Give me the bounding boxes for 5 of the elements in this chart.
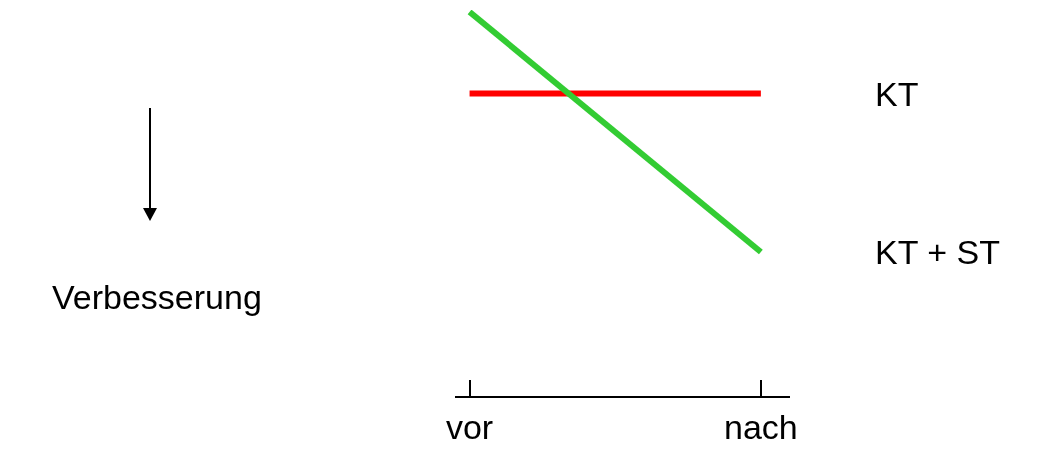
x-tick-label: nach [724,407,798,446]
text: Verbesserung [52,278,262,316]
x-tick-label: vor [445,407,494,446]
text: KT [875,75,919,113]
text: KT + ST [875,233,1001,271]
